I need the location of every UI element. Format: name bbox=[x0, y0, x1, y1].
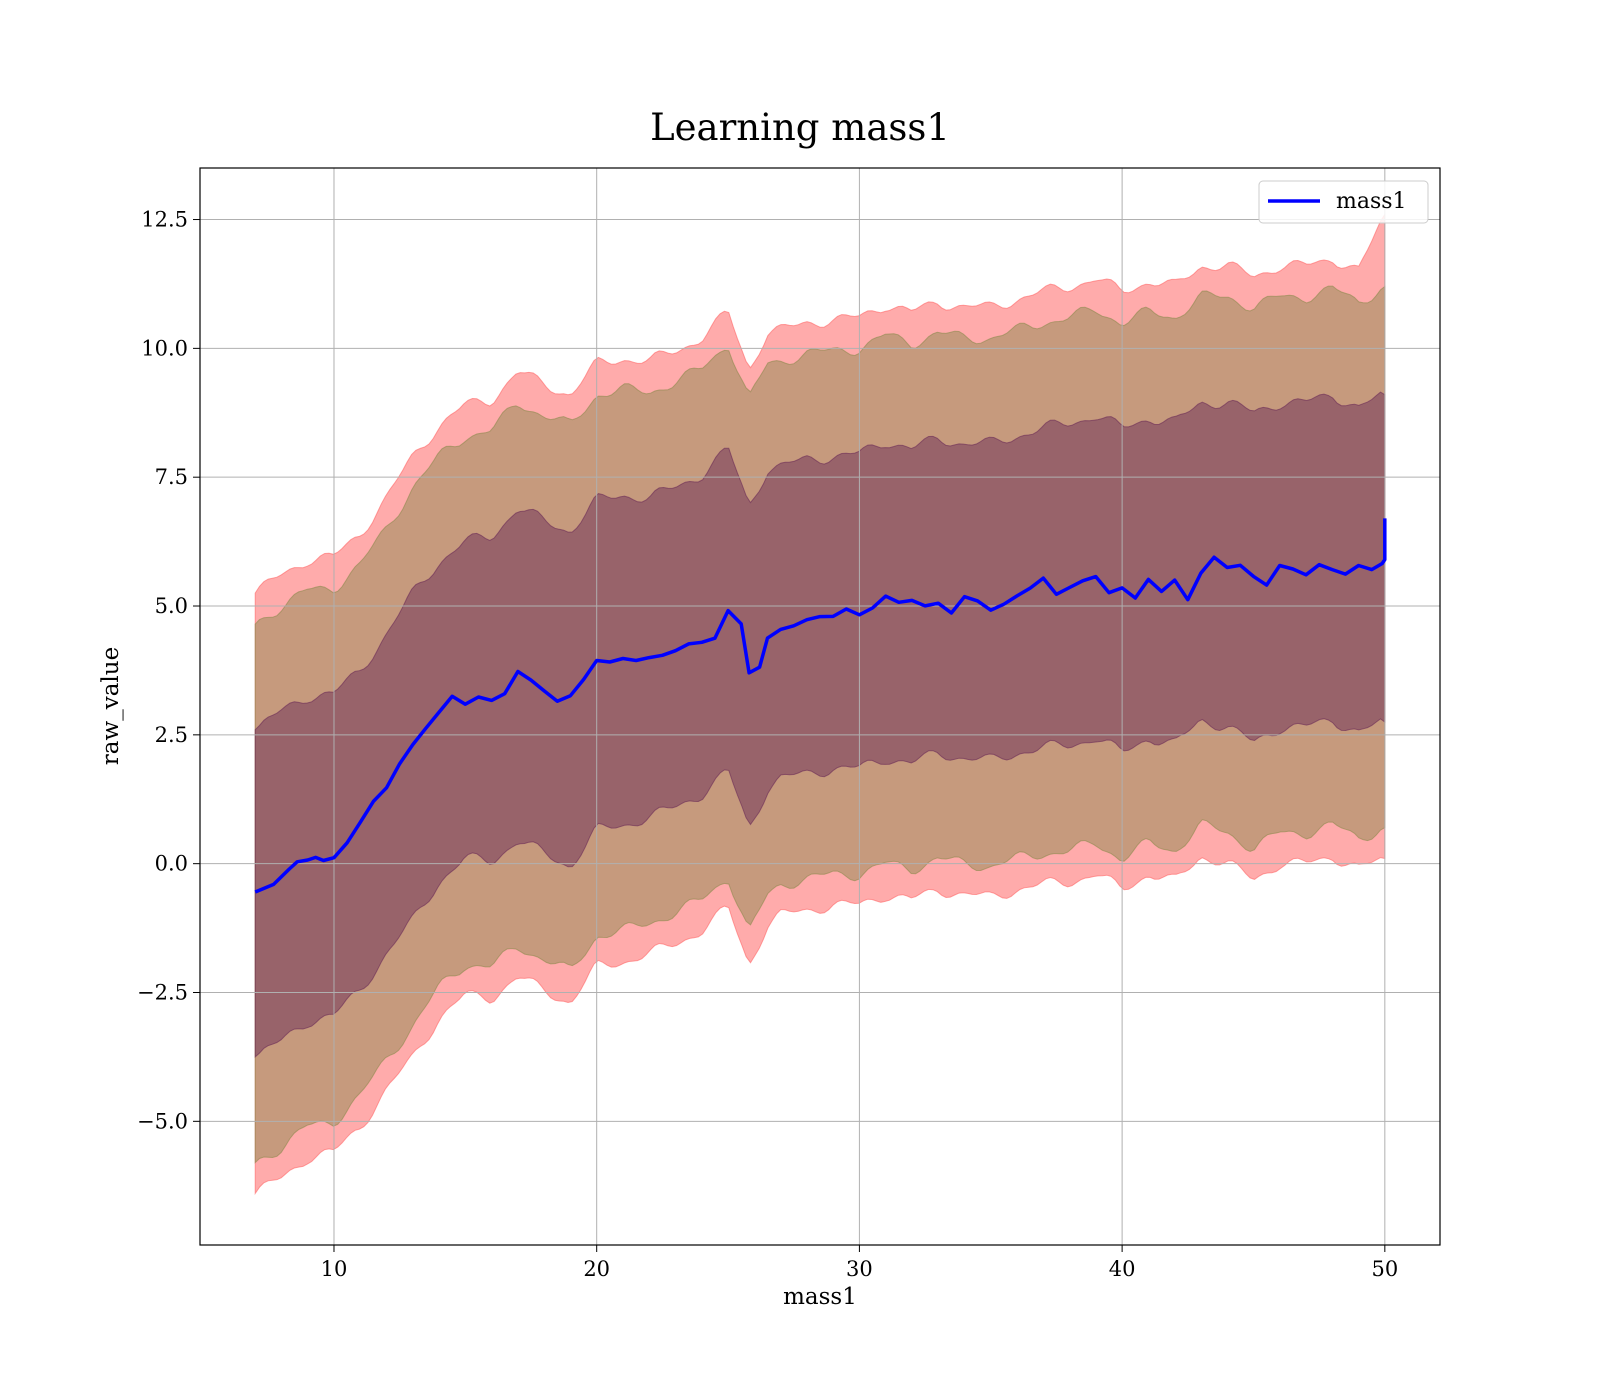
plot-frame bbox=[199, 167, 1441, 1246]
band-layer bbox=[254, 212, 1386, 1196]
x-tick-label: 20 bbox=[583, 1257, 610, 1281]
x-tick-label: 50 bbox=[1371, 1257, 1398, 1281]
y-tick-label: 12.5 bbox=[141, 208, 188, 232]
legend-box bbox=[1258, 180, 1429, 224]
series-line-mass1 bbox=[254, 518, 1387, 894]
x-tick-label: 30 bbox=[846, 1257, 873, 1281]
y-tick-label: −2.5 bbox=[137, 980, 188, 1004]
y-tick-label: 2.5 bbox=[155, 723, 188, 747]
grid-layer bbox=[200, 168, 1440, 1245]
legend: mass1 bbox=[1258, 180, 1429, 224]
y-tick-label: −5.0 bbox=[137, 1109, 188, 1133]
tick-layer: 10 20 30 40 50 −5.0 −2.5 0.0 2.5 5.0 7.5 10.0 12.5 bbox=[137, 208, 1398, 1281]
y-tick-label: 7.5 bbox=[155, 465, 188, 489]
line-layer bbox=[254, 518, 1387, 894]
y-tick-label: 10.0 bbox=[141, 336, 188, 360]
x-tick-label: 40 bbox=[1109, 1257, 1136, 1281]
x-tick-label: 10 bbox=[321, 1257, 348, 1281]
y-axis-label: raw_value bbox=[98, 647, 124, 765]
chart-title: Learning mass1 bbox=[650, 106, 950, 149]
legend-label: mass1 bbox=[1336, 189, 1407, 214]
x-axis-label: mass1 bbox=[783, 1284, 857, 1310]
y-tick-label: 5.0 bbox=[155, 594, 188, 618]
y-tick-label: 0.0 bbox=[155, 852, 188, 876]
